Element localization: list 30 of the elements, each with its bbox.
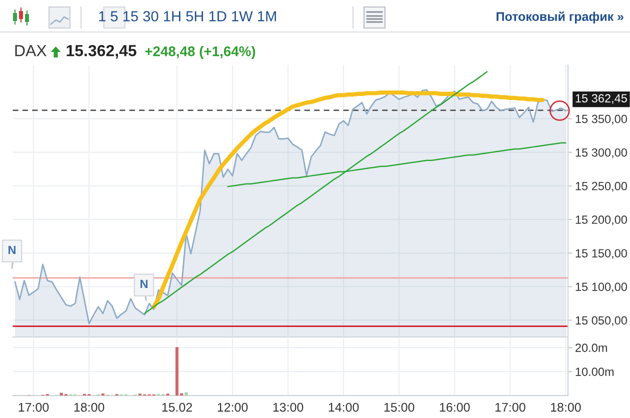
y-tick-label: 15 250,00 [576, 182, 627, 192]
ref-line-label: 15 362,45 [576, 94, 627, 104]
x-tick-label: 17:00 [18, 402, 49, 412]
x-tick-label: 18:00 [551, 402, 581, 412]
x-tick-label: 15.02 [162, 402, 192, 412]
text: Потоковый график » [496, 12, 624, 24]
x-tick-label: 18:00 [74, 402, 104, 412]
x-tick-label: 17:00 [495, 402, 526, 412]
y-tick-label: 10.00m [576, 368, 614, 376]
x-tick-label: 16:00 [440, 402, 470, 412]
line-series [152, 90, 545, 309]
y-tick-label: 15 200,00 [576, 216, 627, 226]
y-tick-label: 20.0m [576, 344, 607, 352]
y-tick-label: 15 300,00 [576, 148, 627, 158]
chart-title: DAX [15, 45, 47, 56]
x-tick-label: 15:00 [384, 402, 414, 412]
y-tick-label: 15 350,00 [576, 114, 627, 125]
x-tick-label: 12:00 [218, 402, 248, 412]
y-tick-label: 15 150,00 [576, 249, 627, 259]
y-tick-label: 15 100,00 [576, 282, 627, 292]
x-tick-label: 14:00 [328, 402, 359, 412]
y-tick-label: 15 050,00 [576, 316, 627, 326]
annotation: N [8, 246, 16, 254]
text: +248,48 (+1,64%) [145, 46, 256, 59]
chart-subtitle: 15.362,45 [66, 44, 136, 59]
x-tick-label: 13:00 [273, 402, 304, 412]
annotation: N [140, 280, 148, 288]
bar [184, 392, 188, 396]
bar [101, 393, 104, 396]
text: 1 5 15 30 1H 5H 1D 1W 1M [99, 11, 276, 22]
